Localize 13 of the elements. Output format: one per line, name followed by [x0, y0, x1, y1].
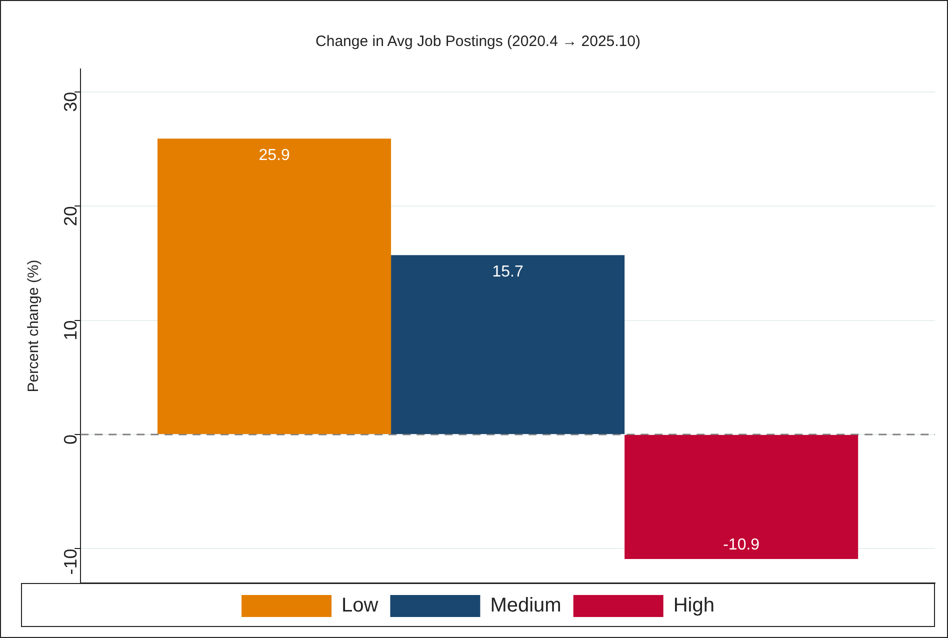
legend-label: Medium [490, 594, 562, 617]
y-tick-label: 20 [60, 206, 81, 226]
legend-label: High [673, 594, 714, 617]
y-tick-label: 0 [60, 434, 81, 445]
data-label: 25.9 [258, 147, 290, 164]
data-label: -10.9 [723, 536, 760, 554]
y-axis-title: Percent change (%) [25, 260, 42, 392]
y-tick-label: 30 [60, 92, 81, 112]
y-tick-label: 10 [60, 320, 81, 340]
legend-label: Low [342, 594, 379, 617]
data-label: 15.7 [492, 264, 524, 281]
y-tick-label: -10 [60, 548, 81, 575]
chart-title: Change in Avg Job Postings (2020.4 → 2025.10) [316, 33, 640, 50]
